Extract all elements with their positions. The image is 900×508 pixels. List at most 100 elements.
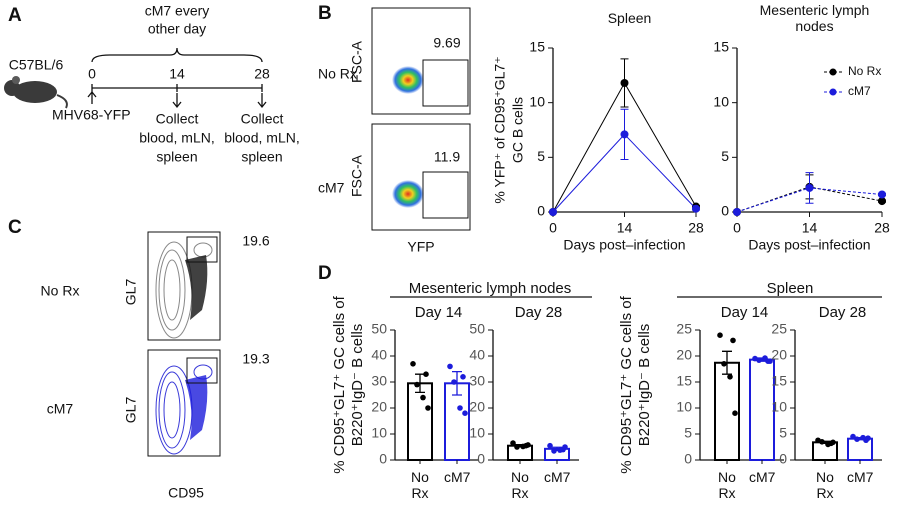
data-point [414,381,420,388]
data-point [767,358,773,365]
data-point [620,78,629,87]
data-point [447,363,453,370]
gate-value: 19.3 [242,351,269,367]
data-point [730,337,736,344]
chart-title: Day 28 [819,304,867,321]
legend-marker [829,68,837,76]
chart-title: Day 14 [721,304,769,321]
legend-marker [829,88,837,96]
x-axis-label: YFP [407,239,434,255]
y-axis-label: B220⁺IgD⁻ B cells [349,324,366,447]
bar [507,444,533,462]
y-axis-label: GL7 [123,397,139,424]
y-tick-label: 0 [477,451,485,467]
panel-label: B [318,3,332,24]
treatment-label: other day [148,21,206,37]
x-tick-label-box: cM7 [544,469,570,485]
y-tick-label: 10 [529,93,545,109]
y-axis-label: B220⁺IgD⁻ B cells [636,324,653,447]
y-tick-label: 20 [676,347,692,363]
x-tick-label: cM7 [847,469,873,485]
bar [749,358,775,462]
chart-title: Mesenteric lymph nodes [759,2,870,34]
data-point [717,332,723,339]
x-tick-label: 14 [617,220,633,236]
y-tick-label: 50 [469,321,485,337]
data-point [423,371,429,378]
x-tick-label: 14 [802,220,818,236]
x-axis-label: CD95 [168,485,204,501]
legend-label: No Rx [848,64,881,78]
data-point [451,379,457,385]
data-point [733,208,741,216]
y-axis-label: GL7 [123,279,139,306]
data-point [762,355,768,361]
y-tick-label: 10 [771,399,787,415]
gate-value: 11.9 [434,149,460,165]
x-tick-label: No Rx [718,469,736,501]
collection-label: Collect [241,111,284,127]
y-axis-label: FSC-A [349,154,365,197]
y-tick-label: 10 [713,93,729,109]
collection-label: blood, mLN, [224,130,299,146]
y-tick-label: 10 [469,425,485,441]
y-tick-label: 30 [469,373,485,389]
data-point [854,436,860,443]
x-tick-label: 0 [733,220,741,236]
y-tick-label: 5 [684,425,692,441]
y-tick-label: 15 [529,39,545,55]
y-tick-label: 20 [371,399,387,415]
mouse-icon [4,76,68,109]
data-point [878,190,886,199]
x-tick-label: 0 [549,220,557,236]
group-title: Spleen [767,280,814,297]
y-tick-label: 10 [676,399,692,415]
collection-label: blood, mLN, [139,130,214,146]
data-point [721,361,727,367]
data-point [514,444,520,450]
panel-label: A [8,5,22,26]
data-point [878,197,886,206]
x-tick-label: 28 [688,220,704,236]
x-tick-label: 28 [874,220,890,236]
y-tick-label: 0 [379,451,387,467]
data-point [805,183,814,192]
panel-label: D [318,263,332,284]
y-tick-label: 25 [771,321,787,337]
y-tick-label: 15 [676,373,692,389]
data-point [850,433,856,440]
flow-plots-b [371,7,471,231]
chart-title-box: Spleen [608,10,652,26]
gate-value: 9.69 [433,35,460,51]
timepoint-label: 28 [254,66,270,82]
data-point [819,439,825,445]
x-axis-label: Days post–infection [748,237,870,253]
data-point [732,410,738,417]
sample-label: No Rx [41,283,80,299]
data-point [547,442,553,449]
x-tick-label-box: No Rx [511,469,529,501]
y-tick-label: 5 [721,148,729,164]
data-point [620,130,629,139]
data-point [562,444,568,450]
y-tick-label: 5 [537,148,545,164]
panel-label: C [8,217,22,238]
y-tick-label: 20 [469,399,485,415]
timepoint-label: 14 [169,66,185,82]
collection-label: Collect [156,111,199,127]
collection-label: spleen [241,149,282,165]
error-bar [452,370,462,396]
timeline [87,47,267,109]
x-tick-label: No Rx [411,469,429,501]
y-tick-label: 40 [469,347,485,363]
x-axis-label: Days post–infection [563,237,685,253]
data-point [692,204,700,213]
y-tick-label: 25 [676,321,692,337]
y-tick-label: 0 [779,451,787,467]
y-tick-label: 10 [371,425,387,441]
chart-title: Day 14 [415,304,463,321]
strain-label: C57BL/6 [9,57,64,73]
x-tick-label: No Rx [511,469,529,501]
x-tick-label-box: cM7 [749,469,775,485]
data-point [830,439,836,446]
